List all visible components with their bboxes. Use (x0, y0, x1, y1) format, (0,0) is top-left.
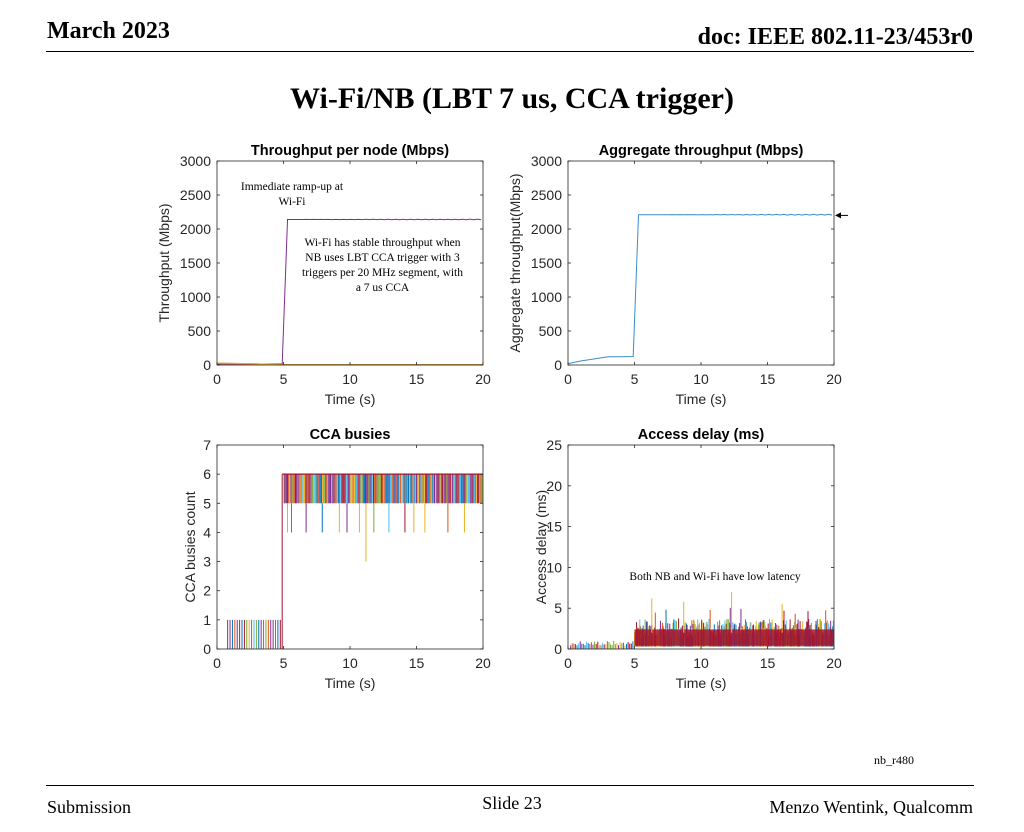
footer-divider (46, 785, 974, 786)
slide-title: Wi-Fi/NB (LBT 7 us, CCA trigger) (290, 82, 734, 115)
x-axis-label: Time (s) (676, 391, 727, 407)
x-tick-label: 10 (342, 371, 358, 387)
series-line-1 (567, 213, 833, 365)
y-tick-label: 0 (554, 357, 562, 373)
plot-background (568, 445, 834, 649)
y-tick-label: 0 (554, 641, 562, 657)
y-tick-label: 500 (188, 323, 212, 339)
chart-title: Aggregate throughput (Mbps) (599, 143, 804, 159)
plot-background (217, 161, 483, 365)
y-tick-label: 5 (554, 600, 562, 616)
annotation-low-latency: Both NB and Wi-Fi have low latency (629, 571, 801, 583)
y-tick-label: 3 (203, 554, 211, 570)
chart-2: 0 5 10 15 20 0 500 1000 1500 2000 2500 3000 Aggregat… (507, 143, 842, 407)
x-tick-label: 10 (693, 655, 709, 671)
y-tick-label: 2500 (531, 187, 562, 203)
x-axis-label: Time (s) (676, 675, 727, 691)
delay-dense-band (634, 629, 834, 646)
y-tick-label: 4 (203, 524, 211, 540)
x-tick-label: 0 (564, 655, 572, 671)
x-tick-label: 0 (213, 371, 221, 387)
y-axis-label: Access delay (ms) (533, 490, 549, 604)
x-tick-label: 20 (826, 655, 842, 671)
header-date: March 2023 (47, 18, 170, 44)
x-tick-label: 0 (564, 371, 572, 387)
chart-title: CCA busies (310, 427, 391, 443)
x-tick-label: 10 (342, 655, 358, 671)
x-tick-label: 5 (280, 371, 288, 387)
chart-title: Throughput per node (Mbps) (251, 143, 449, 159)
y-axis-label: CCA busies count (182, 491, 198, 602)
chart-1: 0 5 10 15 20 0 500 1000 1500 2000 2500 3000 Throughp… (156, 143, 491, 407)
y-tick-label: 10 (546, 559, 562, 575)
footer-author: Menzo Wentink, Qualcomm (769, 797, 973, 817)
x-tick-label: 5 (631, 655, 639, 671)
x-tick-label: 5 (280, 655, 288, 671)
pointer-arrow-head (835, 212, 841, 219)
y-tick-label: 2000 (531, 221, 562, 237)
annotation-stable-throughput: Wi-Fi has stable throughput when NB uses… (302, 237, 463, 294)
x-tick-label: 10 (693, 371, 709, 387)
y-tick-label: 1000 (531, 289, 562, 305)
annotation-ramp-up: Immediate ramp-up at Wi-Fi (240, 181, 344, 208)
header-divider (46, 51, 974, 52)
x-tick-label: 15 (760, 655, 776, 671)
footer-slide-number: Slide 23 (482, 793, 542, 813)
y-tick-label: 0 (203, 357, 211, 373)
footer-submission: Submission (47, 797, 132, 817)
y-tick-label: 2000 (180, 221, 211, 237)
x-axis-label: Time (s) (325, 675, 376, 691)
y-tick-label: 1 (203, 612, 211, 628)
x-tick-label: 0 (213, 655, 221, 671)
y-tick-label: 20 (546, 478, 562, 494)
y-tick-label: 2 (203, 583, 211, 599)
chart-title: Access delay (ms) (638, 427, 765, 443)
y-tick-label: 3000 (180, 153, 211, 169)
y-tick-label: 7 (203, 437, 211, 453)
run-code: nb_r480 (874, 753, 914, 767)
chart-4: 0 5 10 15 20 0 5 10 15 20 25 Access delay (ms) Time … (533, 427, 842, 691)
y-tick-label: 0 (203, 641, 211, 657)
chart-3: 0 5 10 15 20 0 1 2 3 4 5 6 7 CCA busies Time (s) CCA bu… (182, 427, 491, 691)
x-tick-label: 20 (475, 371, 491, 387)
plot-background (568, 161, 834, 365)
y-tick-label: 6 (203, 466, 211, 482)
y-axis-label: Aggregate throughput(Mbps) (507, 174, 523, 353)
header-doc-id: doc: IEEE 802.11-23/453r0 (697, 24, 973, 50)
y-tick-label: 1500 (531, 255, 562, 271)
x-tick-label: 20 (826, 371, 842, 387)
y-tick-label: 3000 (531, 153, 562, 169)
x-tick-label: 20 (475, 655, 491, 671)
y-tick-label: 1000 (180, 289, 211, 305)
y-tick-label: 5 (203, 495, 211, 511)
y-tick-label: 2500 (180, 187, 211, 203)
y-axis-label: Throughput (Mbps) (156, 203, 172, 322)
x-tick-label: 5 (631, 371, 639, 387)
series-line-1 (217, 218, 482, 365)
y-tick-label: 25 (546, 437, 562, 453)
x-tick-label: 15 (760, 371, 776, 387)
y-tick-label: 500 (539, 323, 563, 339)
y-tick-label: 1500 (180, 255, 211, 271)
y-tick-label: 15 (546, 519, 562, 535)
x-tick-label: 15 (409, 655, 425, 671)
x-axis-label: Time (s) (325, 391, 376, 407)
x-tick-label: 15 (409, 371, 425, 387)
